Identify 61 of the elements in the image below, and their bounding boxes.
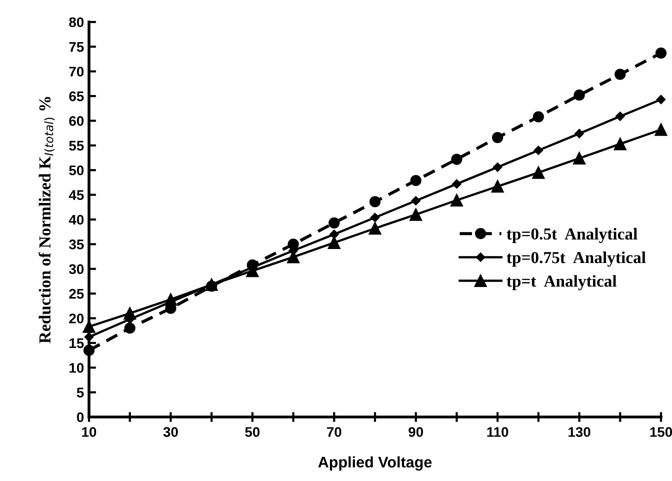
y-tick-label: 25 xyxy=(69,288,84,299)
x-axis-title: Applied Voltage xyxy=(318,456,432,471)
point xyxy=(82,320,96,333)
point xyxy=(574,128,584,138)
y-tick-label: 60 xyxy=(69,116,84,126)
y-tick-label: 5 xyxy=(76,388,84,398)
point xyxy=(410,174,422,186)
y-tick-label: 20 xyxy=(69,314,84,324)
x-tick-label: 150 xyxy=(650,427,672,437)
point xyxy=(124,307,136,320)
point xyxy=(616,112,625,121)
x-tick-label: 110 xyxy=(487,427,508,437)
point xyxy=(614,68,626,80)
point xyxy=(491,180,504,193)
legend-label: tp=0.5t Analytical xyxy=(506,228,638,244)
x-tick-label: 130 xyxy=(568,427,590,437)
y-tick-label: 30 xyxy=(69,264,84,274)
y-tick-label: 35 xyxy=(69,240,84,250)
point xyxy=(532,111,544,122)
y-tick-label: 50 xyxy=(69,165,84,176)
point xyxy=(164,293,177,306)
point xyxy=(368,222,382,235)
point xyxy=(369,196,381,208)
x-tick-label: 70 xyxy=(327,427,342,437)
point xyxy=(328,217,340,229)
point xyxy=(654,123,668,136)
point xyxy=(124,322,136,334)
point xyxy=(614,138,626,150)
y-tick-label: 40 xyxy=(68,214,84,225)
point xyxy=(656,94,666,104)
y-tick-label: 65 xyxy=(69,91,84,102)
point xyxy=(83,344,95,356)
y-tick-label: 75 xyxy=(69,42,84,52)
point xyxy=(534,146,544,155)
point xyxy=(452,179,462,189)
y-tick-label: 80 xyxy=(69,17,84,28)
point xyxy=(411,196,420,206)
y-axis-title: Reduction of Normlized K$_{I(total)}$ % xyxy=(38,97,55,344)
y-tick-label: 0 xyxy=(76,412,84,422)
point xyxy=(532,166,545,179)
point xyxy=(410,208,422,221)
legend-label: tp=t Analytical xyxy=(506,275,617,290)
point xyxy=(573,152,586,165)
point xyxy=(84,332,94,342)
x-tick-label: 30 xyxy=(163,427,178,437)
point xyxy=(492,132,504,144)
y-tick-label: 70 xyxy=(69,66,84,77)
point xyxy=(330,230,339,239)
y-tick-label: 10 xyxy=(70,362,84,373)
point xyxy=(450,194,463,206)
y-tick-label: 45 xyxy=(68,190,84,200)
point xyxy=(370,212,380,222)
point xyxy=(492,162,502,172)
point xyxy=(451,154,462,165)
legend-label: tp=0.75t Analytical xyxy=(506,251,646,267)
x-tick-label: 50 xyxy=(245,427,260,437)
y-tick-label: 55 xyxy=(69,140,84,151)
y-tick-label: 15 xyxy=(70,338,84,348)
point xyxy=(655,48,667,59)
point xyxy=(574,90,585,101)
x-tick-label: 90 xyxy=(408,427,424,437)
